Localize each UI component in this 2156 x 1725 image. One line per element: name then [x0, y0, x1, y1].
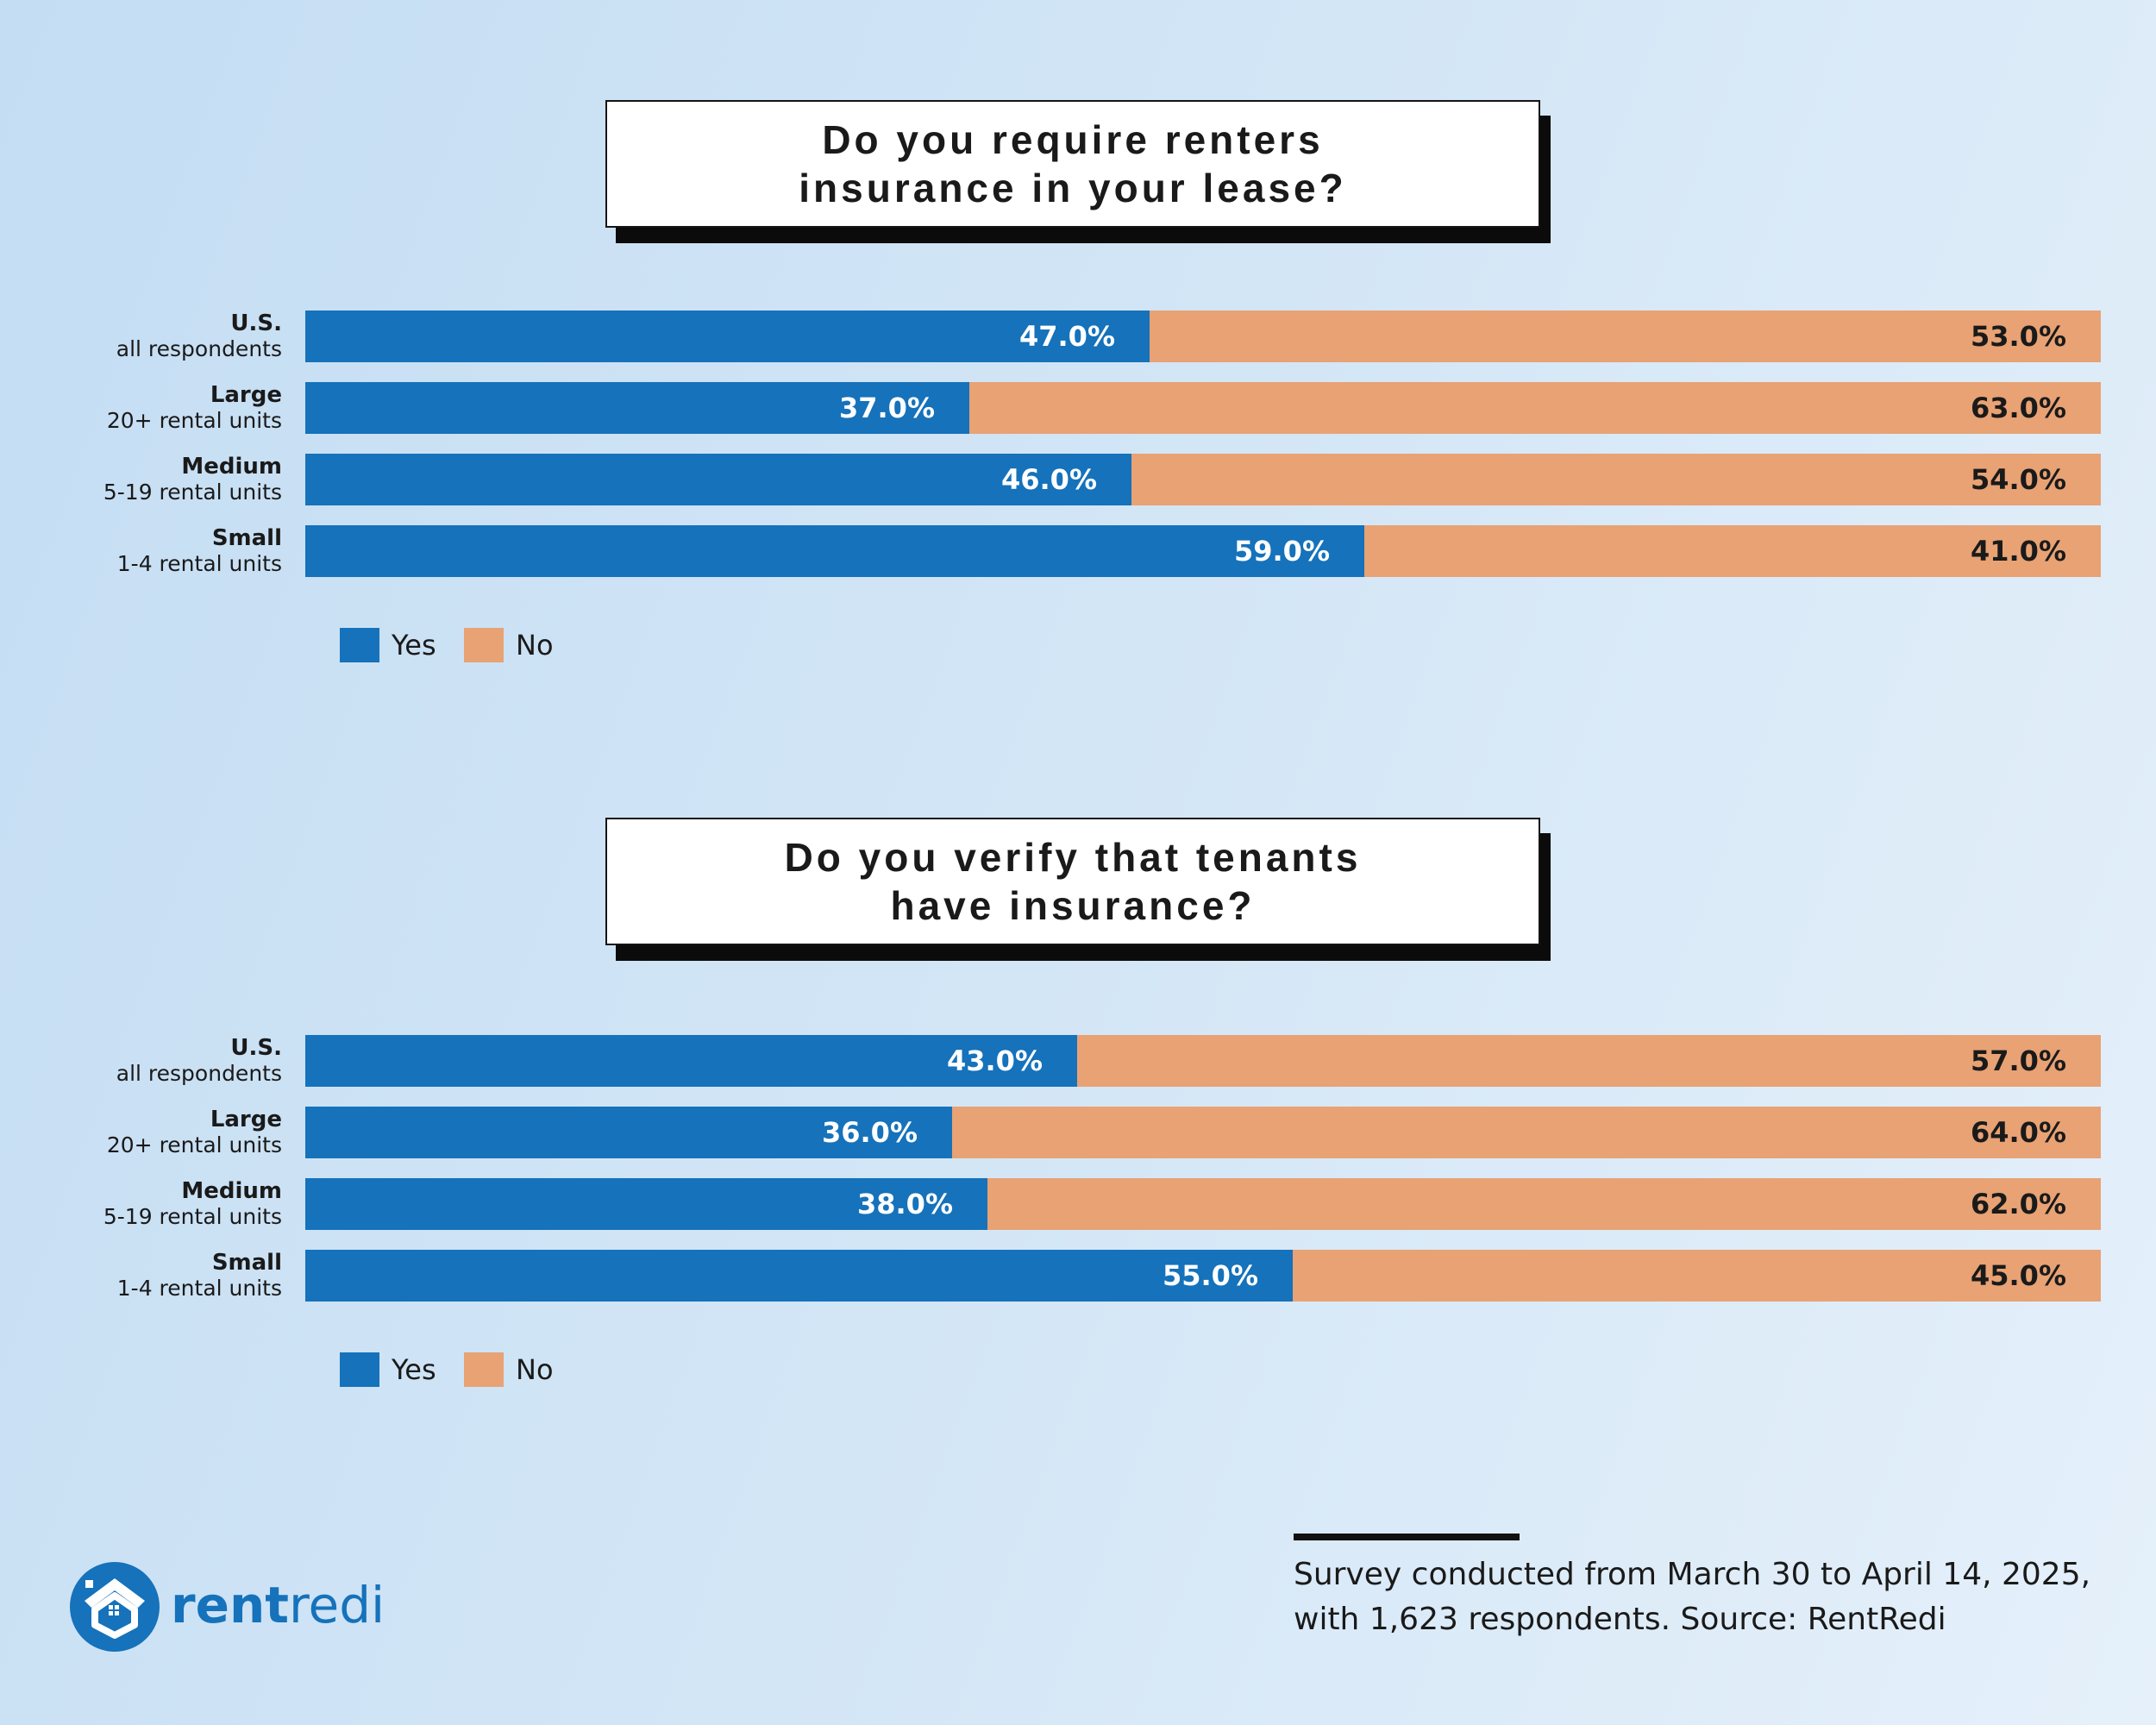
category-subtitle: all respondents [116, 336, 282, 361]
legend-label-yes: Yes [392, 629, 436, 662]
legend-label-yes: Yes [392, 1353, 436, 1386]
chart-1-title-line-2: insurance in your lease? [799, 166, 1347, 210]
row-label-large: Large 20+ rental units [0, 382, 282, 434]
house-badge-icon [70, 1562, 160, 1652]
legend-label-no: No [516, 1353, 554, 1386]
value-label-yes: 47.0% [1018, 320, 1115, 353]
bar-no [987, 1178, 2101, 1230]
chart-1-title-box: Do you require renters insurance in your… [605, 100, 1540, 228]
bar-yes [305, 1178, 987, 1230]
bar-no [952, 1107, 2101, 1158]
logo-word-light: redi [288, 1576, 385, 1634]
category-name: Small [211, 1250, 282, 1276]
category-subtitle: 20+ rental units [106, 408, 282, 433]
row-label-medium: Medium 5-19 rental units [0, 454, 282, 505]
legend-label-no: No [516, 629, 554, 662]
bar-no [1364, 525, 2101, 577]
footer-note-line-1: Survey conducted from March 30 to April … [1294, 1557, 2091, 1592]
row-label-us: U.S. all respondents [0, 1035, 282, 1087]
row-label-large: Large 20+ rental units [0, 1107, 282, 1158]
value-label-yes: 46.0% [1000, 463, 1097, 496]
category-subtitle: 1-4 rental units [116, 1276, 282, 1301]
value-label-no: 63.0% [1970, 392, 2066, 424]
row-label-us: U.S. all respondents [0, 310, 282, 362]
value-label-no: 53.0% [1970, 320, 2066, 353]
category-subtitle: all respondents [116, 1061, 282, 1086]
bar-yes [305, 382, 969, 434]
bar-yes [305, 1250, 1293, 1302]
chart-1-title-line-1: Do you require renters [822, 117, 1324, 162]
row-label-medium: Medium 5-19 rental units [0, 1178, 282, 1230]
category-subtitle: 20+ rental units [106, 1132, 282, 1157]
bar-no [969, 382, 2101, 434]
value-label-yes: 55.0% [1162, 1259, 1258, 1292]
category-name: U.S. [230, 1035, 282, 1061]
category-subtitle: 5-19 rental units [103, 480, 282, 505]
legend-swatch-yes [340, 628, 379, 662]
chart-2-title-box: Do you verify that tenants have insuranc… [605, 818, 1540, 945]
bar-yes [305, 1035, 1077, 1087]
category-subtitle: 1-4 rental units [116, 551, 282, 576]
value-label-no: 54.0% [1970, 463, 2066, 496]
chart-2-title-line-2: have insurance? [890, 883, 1256, 928]
legend-swatch-no [464, 1352, 504, 1387]
value-label-yes: 43.0% [946, 1044, 1043, 1077]
row-label-small: Small 1-4 rental units [0, 525, 282, 577]
value-label-yes: 37.0% [838, 392, 935, 424]
footer-note: Survey conducted from March 30 to April … [1294, 1552, 2113, 1642]
footer-note-line-2: with 1,623 respondents. Source: RentRedi [1294, 1602, 1946, 1637]
value-label-yes: 38.0% [856, 1188, 953, 1220]
chart-2: U.S. all respondents 43.0% 57.0% Large 20+ re… [0, 1035, 2156, 1406]
footer-rule [1294, 1534, 1520, 1540]
logo-wordmark: rentredi [171, 1575, 385, 1635]
value-label-yes: 59.0% [1233, 535, 1330, 568]
bar-no [1150, 310, 2101, 362]
legend-swatch-yes [340, 1352, 379, 1387]
bar-yes [305, 454, 1131, 505]
bar-yes [305, 525, 1364, 577]
category-name: Small [211, 525, 282, 551]
row-label-small: Small 1-4 rental units [0, 1250, 282, 1302]
value-label-yes: 36.0% [821, 1116, 918, 1149]
chart-1: U.S. all respondents 47.0% 53.0% Large 20+ re… [0, 310, 2156, 681]
bar-yes [305, 1107, 952, 1158]
value-label-no: 64.0% [1970, 1116, 2066, 1149]
category-subtitle: 5-19 rental units [103, 1204, 282, 1229]
category-name: Medium [181, 1178, 282, 1204]
legend-swatch-no [464, 628, 504, 662]
logo-word-bold: rent [171, 1576, 289, 1634]
bar-no [1077, 1035, 2101, 1087]
category-name: Medium [181, 454, 282, 480]
bar-no [1131, 454, 2101, 505]
category-name: Large [210, 1107, 282, 1132]
category-name: U.S. [230, 310, 282, 336]
bar-yes [305, 310, 1150, 362]
value-label-no: 57.0% [1970, 1044, 2066, 1077]
chart-2-title-line-1: Do you verify that tenants [784, 835, 1362, 880]
value-label-no: 45.0% [1970, 1259, 2066, 1292]
category-name: Large [210, 382, 282, 408]
value-label-no: 41.0% [1970, 535, 2066, 568]
value-label-no: 62.0% [1970, 1188, 2066, 1220]
bar-no [1293, 1250, 2101, 1302]
